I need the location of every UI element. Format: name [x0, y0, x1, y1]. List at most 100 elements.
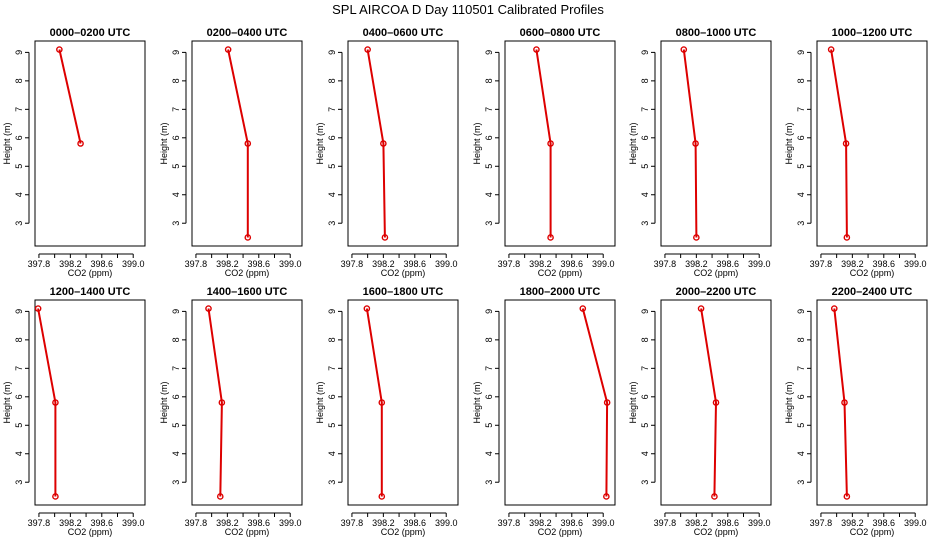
panel-title: 1600–1800 UTC — [363, 286, 444, 298]
panel-title: 0800–1000 UTC — [676, 27, 757, 39]
profile-panel: 2200–2400 UTC 397.8 398.2 398.6 399.0 CO2 (pp… — [784, 286, 928, 537]
y-tick-label: 8 — [640, 78, 650, 83]
plot-frame — [660, 299, 772, 506]
profile-panel: 1000–1200 UTC 397.8 398.2 398.6 399.0 CO2 (pp… — [784, 27, 928, 278]
y-tick-label: 8 — [14, 337, 24, 342]
data-point — [841, 399, 848, 406]
y-axis-label: Height (m) — [315, 122, 325, 164]
profile-line — [700, 308, 718, 497]
panel-title: 1200–1400 UTC — [50, 286, 131, 298]
x-tick-label: 398.2 — [685, 259, 708, 269]
x-tick-label: 398.6 — [561, 259, 584, 269]
data-point — [711, 493, 718, 500]
y-tick-label: 6 — [484, 394, 494, 399]
plot-frame — [504, 40, 616, 247]
y-tick-label: 4 — [171, 451, 181, 456]
panel-title: 0400–0600 UTC — [363, 27, 444, 39]
data-point — [52, 399, 59, 406]
x-axis-label: CO2 (ppm) — [538, 527, 583, 537]
profile-line — [830, 49, 848, 238]
x-tick-label: 398.2 — [216, 518, 239, 528]
profile-panel: 0800–1000 UTC 397.8 398.2 398.6 399.0 CO2 (pp… — [628, 27, 772, 278]
profile-line — [833, 308, 848, 497]
y-tick-label: 9 — [171, 50, 181, 55]
y-tick-label: 7 — [484, 107, 494, 112]
y-tick-label: 9 — [640, 50, 650, 55]
profile-panel: 0400–0600 UTC 397.8 398.2 398.6 399.0 CO2 (pp… — [315, 27, 459, 278]
profile-panel: 1600–1800 UTC 397.8 398.2 398.6 399.0 CO2 (pp… — [315, 286, 459, 537]
y-axis-label: Height (m) — [2, 122, 12, 164]
y-tick-label: 9 — [484, 50, 494, 55]
data-point — [579, 305, 587, 312]
x-tick-label: 398.6 — [717, 259, 740, 269]
y-tick-label: 7 — [640, 366, 650, 371]
plot-frame — [191, 299, 303, 506]
panel-title: 2000–2200 UTC — [676, 286, 757, 298]
y-tick-label: 7 — [327, 366, 337, 371]
y-tick-label: 5 — [796, 164, 806, 169]
profile-line — [207, 308, 223, 497]
panel-title: 0200–0400 UTC — [207, 27, 288, 39]
x-tick-label: 398.6 — [717, 518, 740, 528]
x-tick-label: 398.6 — [873, 259, 896, 269]
data-point — [244, 234, 252, 241]
x-tick-label: 398.6 — [91, 259, 114, 269]
y-tick-label: 4 — [796, 192, 806, 197]
y-tick-label: 8 — [14, 78, 24, 83]
y-tick-label: 8 — [484, 337, 494, 342]
x-tick-label: 397.8 — [185, 259, 208, 269]
data-point — [224, 46, 232, 53]
x-tick-label: 397.8 — [810, 518, 833, 528]
data-point — [380, 140, 387, 147]
y-tick-label: 5 — [796, 423, 806, 428]
y-tick-label: 7 — [171, 107, 181, 112]
panel-title: 1400–1600 UTC — [207, 286, 288, 298]
y-tick-label: 5 — [640, 164, 650, 169]
data-point — [363, 305, 371, 312]
x-tick-label: 397.8 — [28, 259, 51, 269]
x-tick-label: 399.0 — [592, 259, 615, 269]
x-tick-label: 398.6 — [873, 518, 896, 528]
x-axis-label: CO2 (ppm) — [694, 527, 739, 537]
y-tick-label: 8 — [484, 78, 494, 83]
x-tick-label: 398.2 — [529, 259, 552, 269]
x-tick-label: 399.0 — [592, 518, 615, 528]
x-tick-label: 398.2 — [372, 259, 395, 269]
x-axis-label: CO2 (ppm) — [694, 268, 739, 278]
data-point — [843, 234, 851, 241]
figure-title: SPL AIRCOA D Day 110501 Calibrated Profi… — [332, 2, 604, 17]
plot-frame — [816, 299, 928, 506]
x-tick-label: 399.0 — [435, 518, 458, 528]
data-point — [381, 234, 389, 241]
data-point — [216, 493, 224, 500]
y-tick-label: 8 — [796, 78, 806, 83]
x-tick-label: 398.2 — [529, 518, 552, 528]
y-tick-label: 4 — [796, 451, 806, 456]
data-point — [244, 140, 252, 147]
x-tick-label: 397.8 — [498, 518, 521, 528]
x-tick-label: 397.8 — [810, 259, 833, 269]
y-axis-label: Height (m) — [159, 122, 169, 164]
x-tick-label: 399.0 — [122, 259, 145, 269]
data-point — [34, 305, 42, 312]
y-tick-label: 6 — [484, 135, 494, 140]
y-tick-label: 6 — [327, 135, 337, 140]
x-tick-label: 397.8 — [341, 518, 364, 528]
y-tick-label: 9 — [14, 50, 24, 55]
y-tick-label: 7 — [796, 366, 806, 371]
y-tick-label: 7 — [14, 366, 24, 371]
x-tick-label: 398.2 — [841, 259, 864, 269]
profile-panel: 0000–0200 UTC 397.8 398.2 398.6 399.0 CO2 (pp… — [2, 27, 146, 278]
y-tick-label: 8 — [171, 337, 181, 342]
y-tick-label: 8 — [327, 337, 337, 342]
data-point — [842, 140, 850, 147]
data-point — [364, 46, 371, 53]
y-tick-label: 9 — [796, 309, 806, 314]
y-tick-label: 5 — [171, 164, 181, 169]
y-tick-label: 4 — [640, 192, 650, 197]
x-tick-label: 399.0 — [748, 518, 771, 528]
x-axis-label: CO2 (ppm) — [538, 268, 583, 278]
y-axis-label: Height (m) — [315, 381, 325, 423]
x-tick-label: 398.6 — [248, 259, 271, 269]
y-tick-label: 8 — [171, 78, 181, 83]
